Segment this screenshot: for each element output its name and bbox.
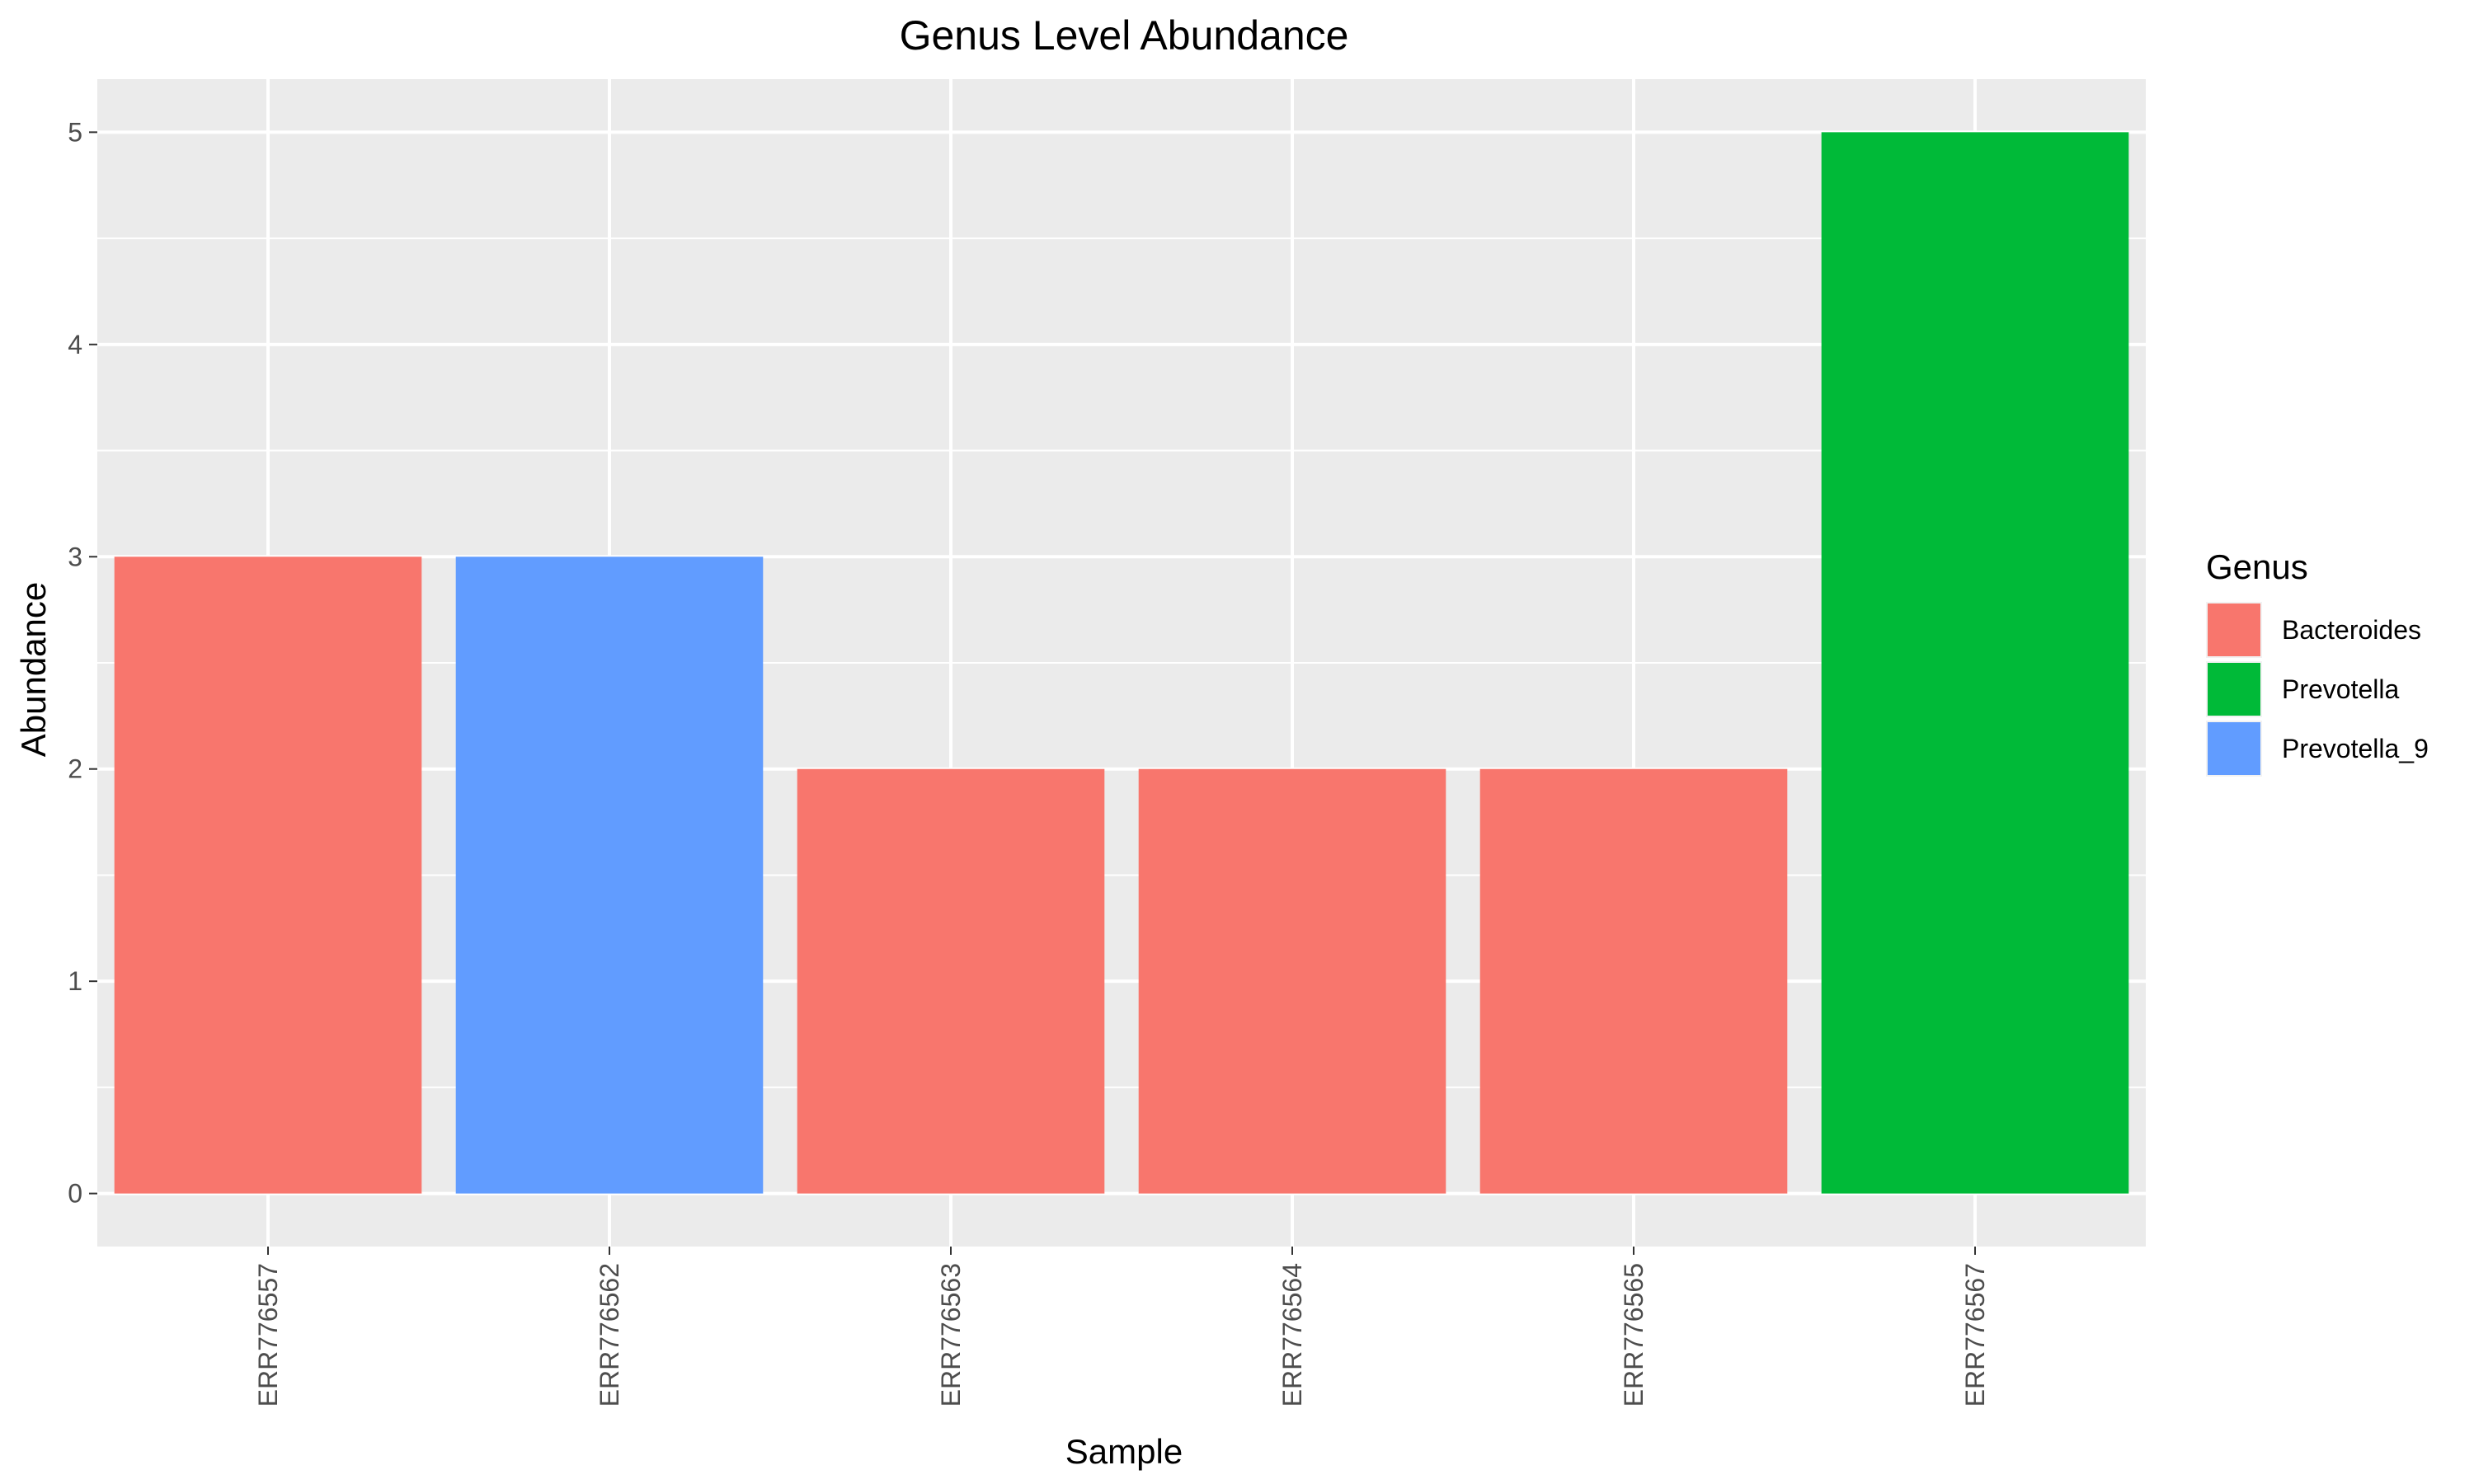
y-tick-label: 5 — [68, 117, 82, 147]
legend-entries: Bacteroides Prevotella Prevotella_9 — [2206, 602, 2429, 777]
legend-key-Prevotella — [2208, 663, 2260, 716]
y-tick-label: 3 — [68, 542, 82, 571]
bar-ERR776562 — [455, 556, 764, 1194]
x-tick-label: ERR776565 — [1619, 1263, 1649, 1407]
x-axis-title: Sample — [1065, 1432, 1183, 1471]
legend-title: Genus — [2206, 547, 2308, 586]
grid-lines — [97, 79, 2146, 1247]
x-tick-label: ERR776564 — [1277, 1263, 1307, 1407]
bar-ERR776557 — [114, 556, 422, 1194]
chart-title: Genus Level Abundance — [900, 12, 1349, 59]
bar-ERR776567 — [1821, 132, 2129, 1194]
y-tick-label: 1 — [68, 966, 82, 996]
legend-key-Bacteroides — [2208, 603, 2260, 656]
bar-ERR776563 — [797, 768, 1105, 1194]
legend-label: Prevotella — [2282, 674, 2400, 704]
bar-ERR776565 — [1479, 768, 1788, 1194]
legend-label: Bacteroides — [2282, 615, 2421, 645]
x-tick-label: ERR776563 — [936, 1263, 966, 1407]
x-tick-label: ERR776557 — [253, 1263, 283, 1407]
y-tick-label: 0 — [68, 1179, 82, 1209]
axes: 0 1 2 3 4 5 ERR776557 ERR776562 ERR776563 ERR7765… — [68, 117, 1990, 1407]
x-tick-label: ERR776562 — [595, 1263, 624, 1407]
bars — [114, 132, 2129, 1194]
legend: Genus Bacteroides Prevotella Prevotella_9 — [2206, 547, 2429, 777]
legend-key-Prevotella_9 — [2208, 722, 2260, 775]
y-tick-label: 4 — [68, 330, 82, 359]
y-tick-label: 2 — [68, 754, 82, 784]
legend-label: Prevotella_9 — [2282, 734, 2429, 763]
bar-ERR776564 — [1138, 768, 1446, 1194]
x-tick-label: ERR776567 — [1960, 1263, 1990, 1407]
y-axis-title: Abundance — [14, 582, 53, 758]
